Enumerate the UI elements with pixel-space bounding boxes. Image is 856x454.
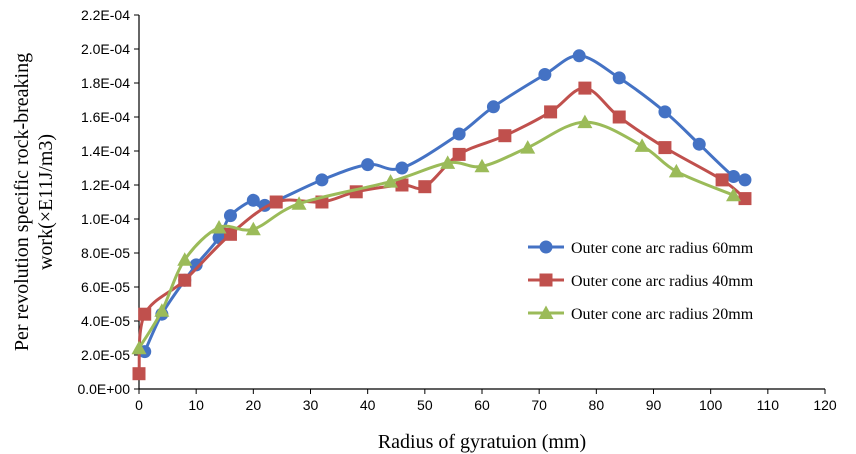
- y-axis-title-line-1: Per revolution specific rock-breaking: [11, 53, 33, 351]
- series-2: [132, 81, 752, 381]
- data-point: [498, 129, 512, 143]
- x-tick-label: 20: [246, 397, 262, 413]
- legend-item: Outer cone arc radius 60mm: [528, 240, 754, 257]
- data-point: [634, 138, 650, 152]
- legend-label: Outer cone arc radius 40mm: [571, 273, 754, 290]
- data-point: [291, 196, 307, 210]
- y-tick-label: 4.0E-05: [81, 313, 130, 329]
- axes: 0.0E+00 2.0E-05 4.0E-05 6.0E-05 8.0E-05 1.0E-…: [77, 7, 836, 413]
- series-layer: [131, 49, 752, 381]
- y-tick-label: 1.4E-04: [81, 143, 130, 159]
- y-tick-label: 2.0E-04: [81, 41, 130, 57]
- legend-marker: [539, 240, 553, 254]
- x-tick-label: 120: [813, 397, 837, 413]
- x-tick-label: 40: [360, 397, 376, 413]
- legend: Outer cone arc radius 60mm Outer cone arc…: [528, 240, 754, 323]
- data-point: [486, 100, 500, 114]
- data-point: [361, 158, 375, 172]
- x-tick-label: 80: [589, 397, 605, 413]
- x-tick-label: 90: [646, 397, 662, 413]
- data-point: [612, 110, 626, 124]
- legend-marker: [538, 305, 554, 319]
- data-point: [726, 187, 742, 202]
- y-tick-label: 0.0E+00: [77, 381, 130, 397]
- data-point: [177, 252, 193, 266]
- data-point: [154, 303, 170, 317]
- data-point: [715, 173, 729, 187]
- x-tick-label: 30: [303, 397, 319, 413]
- y-tick-label: 1.2E-04: [81, 177, 130, 193]
- data-point: [223, 227, 237, 241]
- y-tick-label: 1.8E-04: [81, 75, 130, 91]
- data-point: [538, 68, 552, 81]
- data-point: [246, 193, 260, 207]
- y-tick-label: 8.0E-05: [81, 245, 130, 261]
- data-point: [395, 178, 409, 192]
- data-point: [520, 140, 536, 154]
- data-point: [440, 155, 456, 169]
- y-tick-label: 1.0E-04: [81, 211, 130, 227]
- data-point: [658, 141, 672, 155]
- data-point: [727, 170, 741, 183]
- data-point: [138, 307, 152, 321]
- x-tick-label: 0: [135, 397, 143, 413]
- x-tick-label: 100: [699, 397, 723, 413]
- y-axis-title-line-2: work(×E11J/m3): [35, 134, 57, 270]
- data-point: [452, 147, 466, 161]
- x-tick-label: 60: [474, 397, 490, 413]
- data-point: [418, 180, 432, 194]
- x-tick-label: 110: [757, 397, 780, 413]
- series-line: [137, 120, 735, 349]
- data-point: [131, 340, 147, 355]
- data-point: [668, 163, 684, 178]
- legend-label: Outer cone arc radius 60mm: [571, 240, 754, 257]
- data-point: [658, 105, 672, 119]
- data-point: [245, 221, 261, 236]
- data-point: [572, 49, 586, 63]
- data-point: [223, 209, 237, 223]
- data-point: [738, 173, 752, 187]
- x-tick-label: 70: [531, 397, 547, 413]
- x-tick-label: 50: [417, 397, 433, 413]
- data-point: [578, 81, 592, 95]
- series-1: [138, 49, 752, 359]
- data-point: [132, 367, 146, 381]
- y-axis-title: Per revolution specific rock-breaking wo…: [11, 53, 57, 351]
- y-tick-label: 2.2E-04: [81, 7, 130, 23]
- data-point: [178, 273, 192, 287]
- data-point: [692, 137, 706, 151]
- x-tick-label: 10: [188, 397, 204, 413]
- data-point: [452, 127, 466, 141]
- data-point: [395, 161, 409, 175]
- x-axis-title: Radius of gyratuion (mm): [378, 431, 586, 453]
- legend-item: Outer cone arc radius 40mm: [528, 273, 754, 290]
- y-tick-label: 2.0E-05: [81, 347, 130, 363]
- data-point: [612, 71, 626, 85]
- data-point: [189, 258, 203, 272]
- data-point: [315, 173, 329, 187]
- legend-marker: [539, 273, 553, 287]
- data-point: [383, 174, 399, 188]
- series-3: [131, 114, 742, 355]
- data-point: [269, 195, 283, 209]
- legend-item: Outer cone arc radius 20mm: [528, 305, 754, 323]
- data-point: [738, 192, 752, 206]
- y-tick-label: 6.0E-05: [81, 279, 130, 295]
- legend-label: Outer cone arc radius 20mm: [571, 306, 754, 323]
- y-tick-label: 1.6E-04: [81, 109, 130, 125]
- data-point: [577, 114, 593, 129]
- data-point: [544, 105, 558, 119]
- data-point: [211, 220, 227, 234]
- data-point: [474, 158, 490, 173]
